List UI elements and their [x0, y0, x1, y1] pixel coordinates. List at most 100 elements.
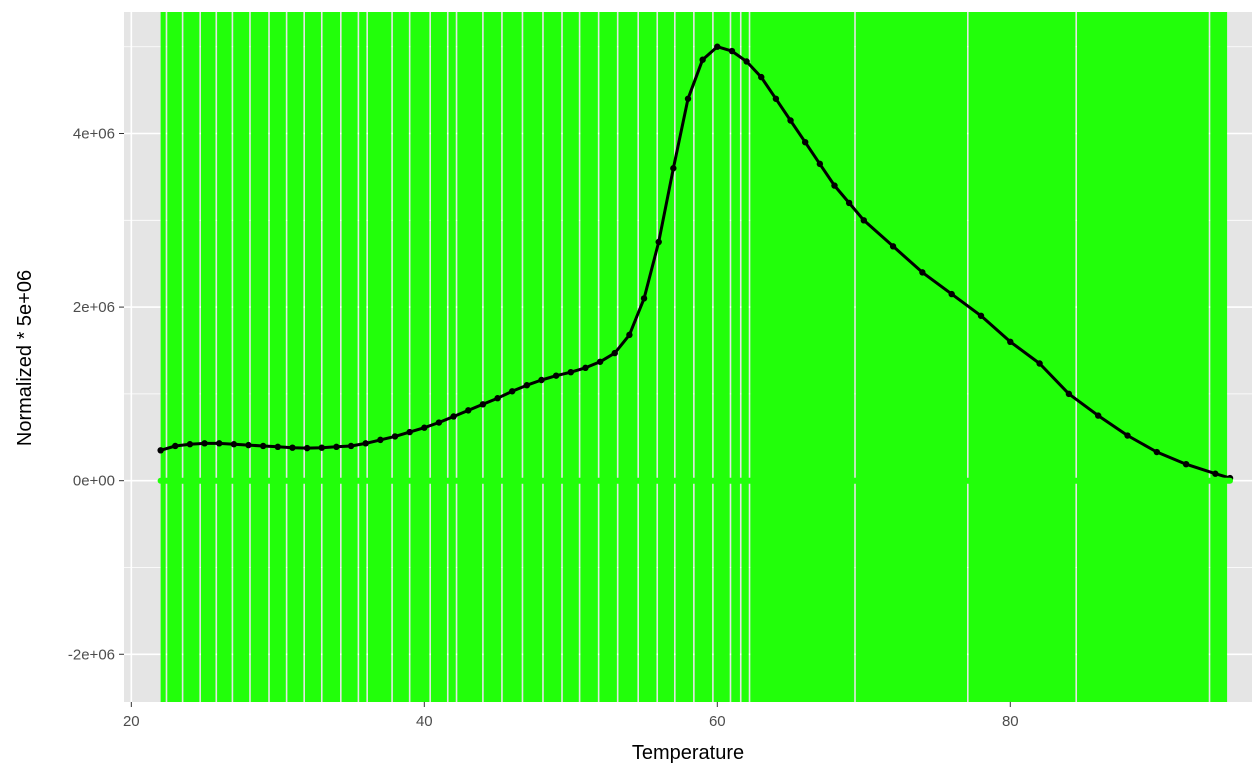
series-point — [259, 442, 267, 450]
vertical-line-band — [675, 12, 694, 702]
series-point — [845, 199, 853, 207]
series-layer — [157, 43, 1234, 484]
series-point — [186, 441, 194, 448]
series-point — [157, 447, 164, 454]
vertical-line-band — [217, 12, 232, 702]
series-point — [421, 424, 428, 431]
series-point — [509, 388, 516, 395]
series-point — [274, 443, 282, 451]
vertical-line-band — [304, 12, 321, 702]
vertical-line-band — [968, 12, 1076, 702]
vertical-line-band — [741, 12, 749, 702]
series-point — [860, 217, 867, 224]
series-point — [1094, 412, 1102, 419]
series-point — [216, 440, 223, 447]
vertical-line-band — [392, 12, 409, 702]
x-tick-label: 60 — [709, 713, 726, 730]
vertical-line-band — [269, 12, 286, 702]
series-point — [816, 160, 824, 168]
series-point — [318, 444, 325, 451]
series-point — [1036, 360, 1043, 367]
vertical-line-band — [183, 12, 200, 702]
series-point — [450, 413, 457, 420]
vertical-line-band — [750, 12, 855, 702]
series-point — [362, 440, 369, 447]
vertical-line-band — [233, 12, 250, 702]
series-point — [406, 428, 413, 436]
vertical-line-band — [430, 12, 447, 702]
x-tick-label: 80 — [1002, 713, 1019, 730]
vertical-line-band — [694, 12, 713, 702]
vertical-line-band — [731, 12, 740, 702]
series-point — [479, 401, 487, 408]
series-point — [435, 419, 443, 426]
x-axis-title: Temperature — [632, 742, 744, 764]
y-tick-label: 4e+06 — [73, 126, 115, 143]
series-point — [596, 358, 604, 365]
x-tick-label: 20 — [123, 713, 140, 730]
series-point — [494, 395, 501, 402]
vertical-line-band — [502, 12, 522, 702]
series-point — [699, 56, 706, 63]
series-point — [289, 444, 296, 451]
x-axis-ticks: 20 40 60 80 — [123, 702, 1019, 730]
vertical-line-band — [359, 12, 367, 702]
series-point — [523, 382, 531, 389]
vertical-line-band — [167, 12, 182, 702]
vertical-line-band — [200, 12, 216, 702]
vertical-line-band — [713, 12, 730, 702]
series-point — [1182, 460, 1190, 468]
series-point — [1065, 390, 1073, 398]
series-point — [172, 442, 179, 450]
y-axis-ticks: -2e+06 0e+00 2e+06 4e+06 — [68, 126, 124, 663]
series-point — [655, 238, 662, 246]
vertical-line-band — [341, 12, 358, 702]
series-point — [465, 407, 472, 414]
series-point — [303, 444, 311, 452]
vertical-line-band — [855, 12, 967, 702]
vertical-line-band — [658, 12, 675, 702]
series-point — [538, 376, 545, 384]
vertical-line-band — [638, 12, 657, 702]
series-point — [626, 331, 633, 339]
series-point — [582, 364, 589, 372]
series-point — [245, 441, 252, 449]
series-point — [640, 295, 648, 302]
series-point — [377, 436, 384, 444]
series-point — [670, 165, 677, 172]
series-point — [684, 95, 692, 102]
y-tick-label: 0e+00 — [73, 473, 115, 490]
vertical-line-band — [483, 12, 502, 702]
vertical-line-band — [448, 12, 456, 702]
series-point — [1124, 432, 1131, 439]
series-point — [743, 58, 750, 65]
y-tick-label: -2e+06 — [68, 646, 115, 663]
series-point — [1212, 470, 1219, 477]
series-point — [948, 290, 955, 298]
series-point — [611, 349, 618, 357]
vertical-line-band — [580, 12, 598, 702]
vertical-line-band — [160, 12, 166, 702]
series-point — [567, 368, 575, 376]
vertical-line-band — [543, 12, 562, 702]
series-point — [977, 312, 985, 319]
vertical-line-band — [562, 12, 579, 702]
series-point — [787, 117, 794, 124]
vertical-line-band — [367, 12, 392, 702]
series-point — [919, 269, 926, 276]
series-point — [552, 372, 560, 379]
vertical-line-band — [410, 12, 430, 702]
series-point — [333, 443, 340, 451]
y-axis-title: Normalized * 5e+06 — [14, 270, 36, 446]
vertical-line-band — [1210, 12, 1228, 702]
series-point — [772, 95, 780, 102]
y-tick-label: 2e+06 — [73, 299, 115, 316]
vertical-lines — [160, 12, 1228, 702]
series-point — [347, 442, 355, 450]
series-point — [889, 243, 897, 250]
series-point — [1007, 338, 1014, 346]
series-point — [391, 433, 399, 440]
series-point — [728, 47, 736, 55]
vertical-line-band — [523, 12, 543, 702]
